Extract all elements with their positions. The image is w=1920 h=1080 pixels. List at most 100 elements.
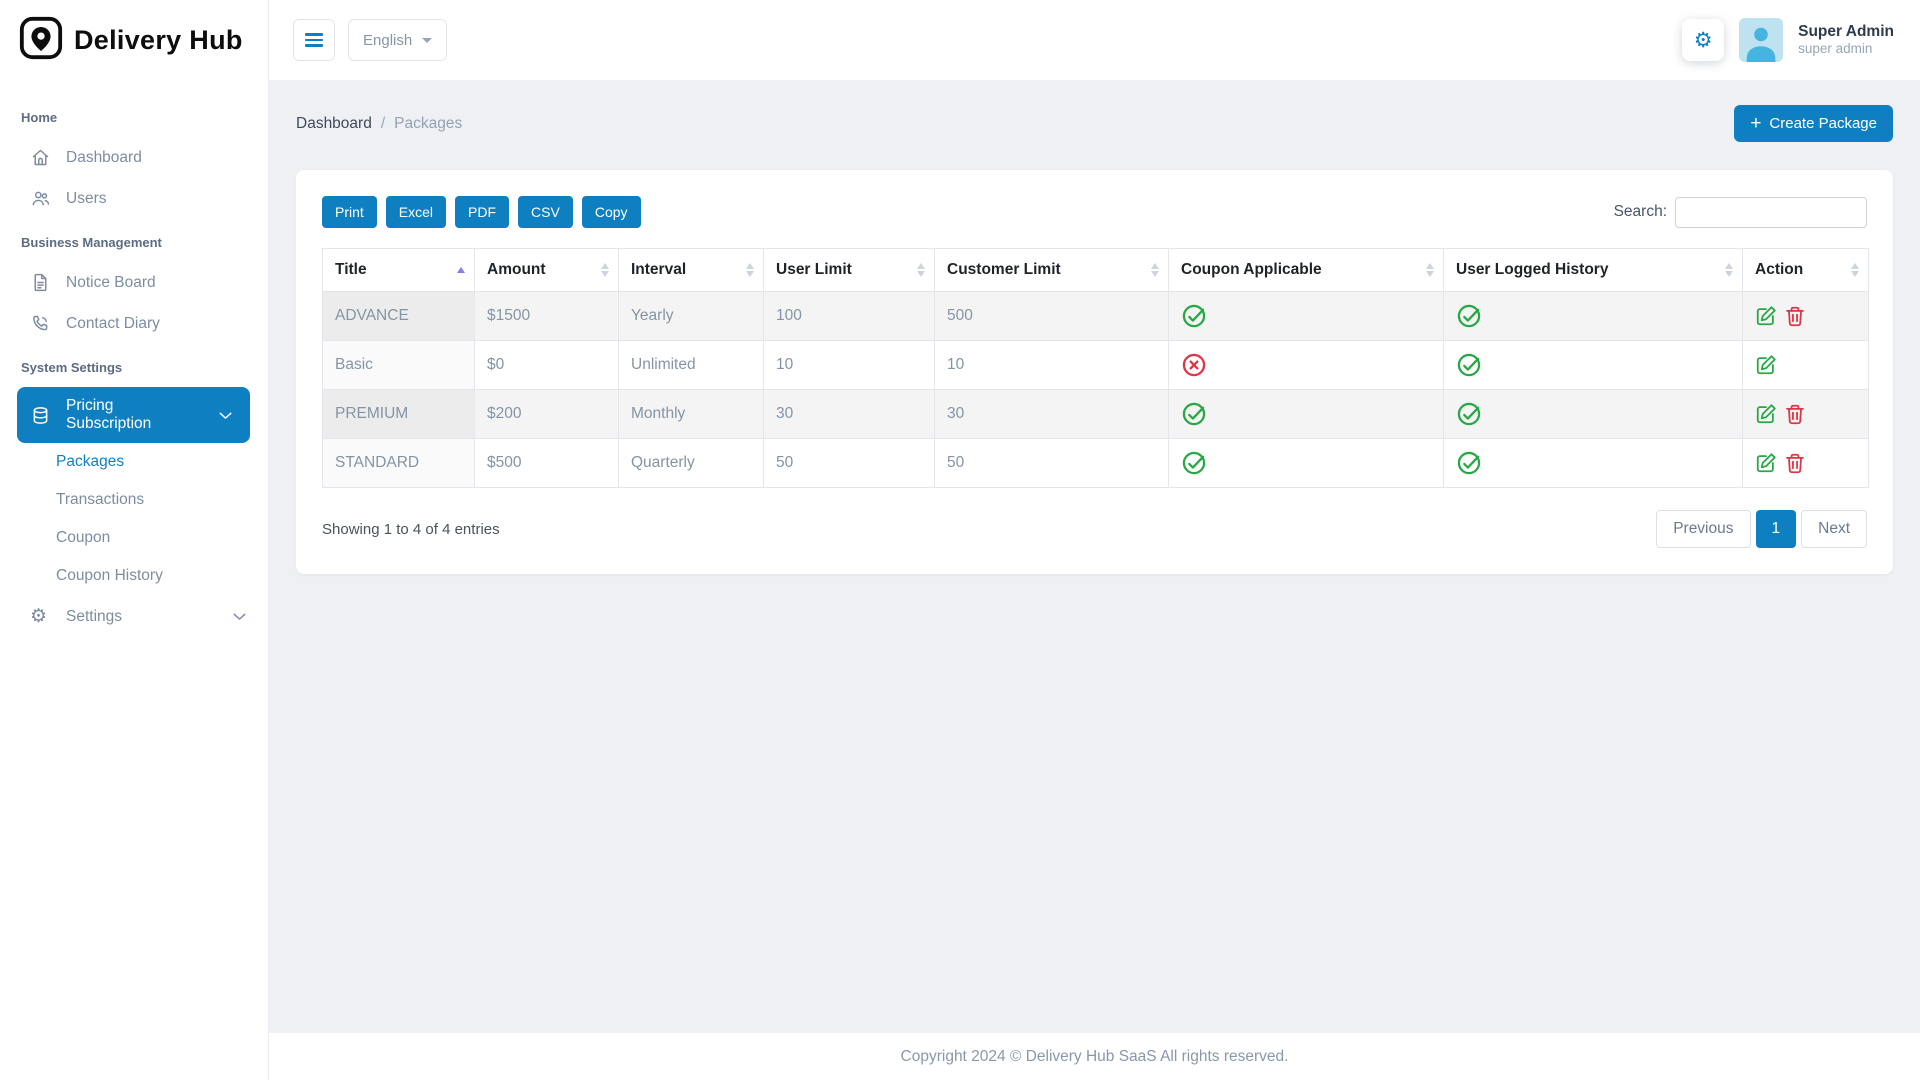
- app-logo[interactable]: Delivery Hub: [0, 0, 268, 80]
- cell-amount: $500: [475, 439, 619, 488]
- edit-icon: [1755, 452, 1777, 474]
- search-input[interactable]: [1675, 197, 1867, 228]
- delete-button[interactable]: [1784, 403, 1806, 425]
- cell-coupon-applicable: [1169, 390, 1444, 439]
- sidebar-item-label: Notice Board: [66, 274, 156, 292]
- edit-button[interactable]: [1755, 354, 1777, 376]
- packages-table: Title Amount Interval User LimitCustomer Li…: [322, 248, 1869, 488]
- cell-customer-limit: 500: [935, 292, 1169, 341]
- chevron-down-icon: [215, 405, 236, 426]
- breadcrumb-separator: /: [381, 115, 385, 133]
- cell-user-logged-history: [1444, 439, 1743, 488]
- column-header-interval[interactable]: Interval: [619, 249, 764, 292]
- pagination-page-1-button[interactable]: 1: [1756, 510, 1797, 548]
- sidebar-item-dashboard[interactable]: Dashboard: [0, 137, 268, 178]
- cell-title: STANDARD: [323, 439, 475, 488]
- sidebar-item-contact-diary[interactable]: Contact Diary: [0, 303, 268, 344]
- gear-icon: ⚙: [1694, 28, 1713, 53]
- hamburger-icon: [305, 33, 323, 47]
- cell-user-logged-history: [1444, 292, 1743, 341]
- trash-icon: [1784, 403, 1806, 425]
- sidebar-item-settings[interactable]: ⚙Settings: [0, 595, 268, 638]
- delete-button[interactable]: [1784, 452, 1806, 474]
- notice-board-icon: [30, 272, 51, 293]
- sort-icon: [601, 263, 609, 277]
- copyright-text: Copyright 2024 © Delivery Hub SaaS All r…: [901, 1048, 1289, 1066]
- cell-customer-limit: 30: [935, 390, 1169, 439]
- sidebar-section-home: Home: [0, 94, 268, 137]
- sidebar-subitem-packages[interactable]: Packages: [0, 443, 268, 481]
- table-header-row: Title Amount Interval User LimitCustomer Li…: [323, 249, 1869, 292]
- column-header-customer-limit[interactable]: Customer Limit: [935, 249, 1169, 292]
- cell-coupon-applicable: [1169, 439, 1444, 488]
- export-excel-button[interactable]: Excel: [386, 196, 446, 228]
- export-copy-button[interactable]: Copy: [582, 196, 641, 228]
- cell-user-limit: 100: [764, 292, 935, 341]
- sidebar-item-users[interactable]: Users: [0, 178, 268, 219]
- column-header-amount[interactable]: Amount: [475, 249, 619, 292]
- check-circle-icon: [1181, 303, 1431, 329]
- settings-gear-button[interactable]: ⚙: [1682, 19, 1724, 61]
- edit-button[interactable]: [1755, 452, 1777, 474]
- edit-button[interactable]: [1755, 403, 1777, 425]
- user-name: Super Admin: [1798, 22, 1894, 41]
- sort-icon: [1725, 263, 1733, 277]
- cell-amount: $200: [475, 390, 619, 439]
- column-label: Amount: [487, 261, 546, 278]
- pagination-previous-button[interactable]: Previous: [1656, 510, 1750, 548]
- sidebar-toggle-button[interactable]: [293, 19, 335, 61]
- sidebar-item-label: Pricing Subscription: [66, 397, 200, 433]
- delivery-pin-icon: [18, 15, 64, 66]
- cell-interval: Unlimited: [619, 341, 764, 390]
- table-row-premium: PREMIUM$200Monthly3030: [323, 390, 1869, 439]
- sidebar-item-notice-board[interactable]: Notice Board: [0, 262, 268, 303]
- cell-title: Basic: [323, 341, 475, 390]
- users-icon: [30, 188, 51, 209]
- avatar[interactable]: [1739, 18, 1783, 62]
- edit-icon: [1755, 305, 1777, 327]
- check-circle-icon: [1456, 450, 1730, 476]
- sidebar-item-pricing-subscription[interactable]: Pricing Subscription: [17, 387, 250, 443]
- export-csv-button[interactable]: CSV: [518, 196, 573, 228]
- cell-title: ADVANCE: [323, 292, 475, 341]
- cell-customer-limit: 10: [935, 341, 1169, 390]
- column-label: Interval: [631, 261, 686, 278]
- column-label: Coupon Applicable: [1181, 261, 1322, 278]
- sidebar-subitem-transactions[interactable]: Transactions: [0, 481, 268, 519]
- pagination-next-button[interactable]: Next: [1801, 510, 1867, 548]
- edit-button[interactable]: [1755, 305, 1777, 327]
- check-circle-icon: [1456, 401, 1730, 427]
- language-select[interactable]: English: [348, 19, 447, 61]
- column-header-coupon-applicable[interactable]: Coupon Applicable: [1169, 249, 1444, 292]
- column-header-action[interactable]: Action: [1743, 249, 1869, 292]
- column-header-title[interactable]: Title: [323, 249, 475, 292]
- export-buttons: Print Excel PDF CSV Copy: [322, 196, 641, 228]
- cell-coupon-applicable: [1169, 341, 1444, 390]
- caret-down-icon: [422, 38, 432, 43]
- sort-icon: [746, 263, 754, 277]
- sidebar-subitem-coupon[interactable]: Coupon: [0, 519, 268, 557]
- export-print-button[interactable]: Print: [322, 196, 377, 228]
- column-header-user-limit[interactable]: User Limit: [764, 249, 935, 292]
- sort-icon: [1851, 263, 1859, 277]
- column-label: Action: [1755, 261, 1803, 278]
- sidebar: Delivery Hub HomeDashboardUsersBusiness …: [0, 0, 269, 1080]
- chevron-down-icon: [229, 606, 250, 627]
- breadcrumb-packages: Packages: [394, 115, 462, 133]
- table-body: ADVANCE$1500Yearly100500Basic$0Unlimited…: [323, 292, 1869, 488]
- cell-coupon-applicable: [1169, 292, 1444, 341]
- sort-ascending-icon: [457, 267, 465, 273]
- user-menu[interactable]: Super Admin super admin: [1798, 22, 1894, 58]
- column-header-user-logged-history[interactable]: User Logged History: [1444, 249, 1743, 292]
- sidebar-section-system-settings: System Settings: [0, 344, 268, 387]
- sidebar-subitem-coupon-history[interactable]: Coupon History: [0, 557, 268, 595]
- export-pdf-button[interactable]: PDF: [455, 196, 509, 228]
- create-package-button[interactable]: + Create Package: [1734, 105, 1893, 142]
- cell-action: [1743, 292, 1869, 341]
- breadcrumb-dashboard[interactable]: Dashboard: [296, 115, 372, 133]
- cell-user-limit: 50: [764, 439, 935, 488]
- delete-button[interactable]: [1784, 305, 1806, 327]
- pricing-subscription-icon: [30, 405, 51, 426]
- settings-icon: ⚙: [30, 605, 51, 628]
- check-circle-icon: [1181, 401, 1431, 427]
